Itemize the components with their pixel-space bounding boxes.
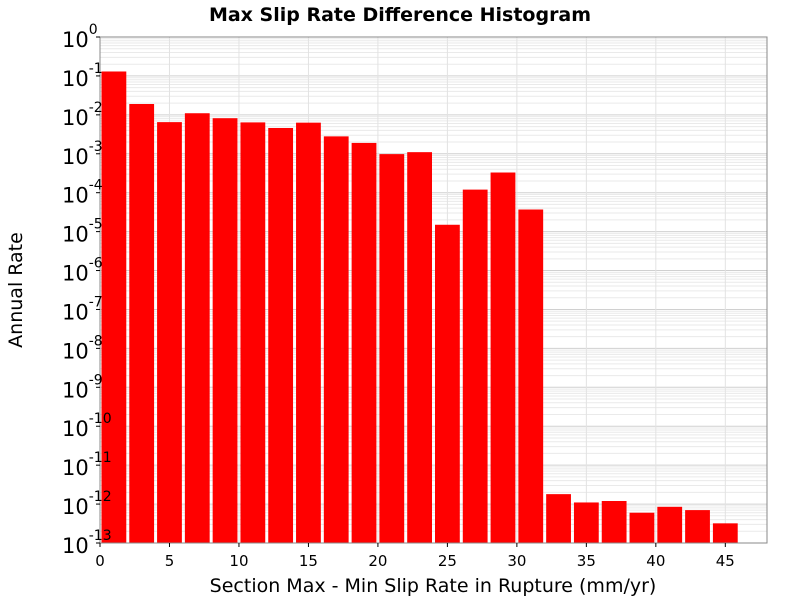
y-axis-label: Annual Rate (5, 232, 27, 348)
bar (379, 154, 405, 544)
x-tick-label: 40 (646, 552, 665, 570)
bar (657, 506, 683, 543)
y-tick-label: 10-9 (62, 372, 103, 402)
x-tick-label: 10 (229, 552, 248, 570)
bar (435, 224, 460, 544)
x-tick-label: 0 (95, 552, 105, 570)
y-tick-label: 10-6 (62, 256, 103, 286)
x-tick-label: 35 (577, 552, 596, 570)
bar (685, 510, 710, 543)
bar (546, 494, 571, 543)
bar (351, 142, 377, 543)
bars (101, 71, 738, 544)
y-tick-label: 10-4 (62, 178, 103, 208)
bar (573, 502, 599, 543)
y-tick-label: 10-2 (62, 100, 103, 130)
bar (157, 122, 182, 543)
x-axis-label: Section Max - Min Slip Rate in Rupture (… (210, 575, 657, 597)
bar (462, 189, 488, 543)
x-tick-label: 5 (165, 552, 175, 570)
grid (100, 37, 767, 544)
bar (184, 113, 210, 544)
bar (129, 103, 155, 543)
y-tick-label: 10-5 (62, 217, 103, 247)
y-tick-label: 10-1 (62, 61, 103, 91)
bar (101, 71, 127, 544)
bar (323, 136, 349, 543)
x-tick-label: 45 (716, 552, 735, 570)
plot-frame (99, 36, 768, 544)
bar (268, 127, 294, 543)
x-axis-ticks: 0 5 10 15 20 25 30 35 40 45 (95, 543, 735, 570)
x-tick-label: 20 (368, 552, 387, 570)
bar (629, 512, 655, 543)
x-tick-label: 25 (438, 552, 457, 570)
bar (296, 122, 321, 544)
x-tick-label: 15 (299, 552, 318, 570)
y-tick-label: 100 (62, 22, 98, 52)
bar (490, 172, 516, 544)
bar (240, 122, 266, 543)
y-tick-label: 10-3 (62, 139, 103, 169)
y-tick-label: 10-7 (62, 294, 103, 324)
bar (601, 500, 627, 543)
y-tick-label: 10-8 (62, 333, 103, 363)
bar (712, 523, 738, 543)
bar (212, 118, 238, 544)
bar (407, 152, 432, 544)
bar (518, 209, 544, 544)
x-tick-label: 30 (507, 552, 526, 570)
chart-title: Max Slip Rate Difference Histogram (209, 4, 591, 26)
